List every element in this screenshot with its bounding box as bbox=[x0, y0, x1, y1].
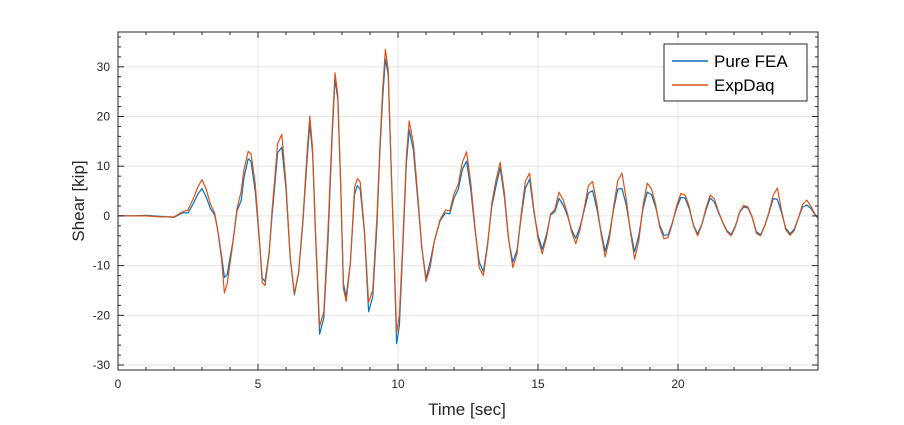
y-tick-label: -20 bbox=[93, 308, 111, 322]
legend-box bbox=[663, 43, 808, 102]
x-tick-label: 15 bbox=[531, 377, 545, 391]
y-tick-label: 20 bbox=[97, 110, 111, 124]
y-axis-label: Shear [kip] bbox=[69, 160, 88, 241]
y-tick-label: 30 bbox=[97, 60, 111, 74]
x-tick-label: 20 bbox=[671, 377, 685, 391]
x-tick-label: 5 bbox=[255, 377, 262, 391]
plot-frame bbox=[117, 31, 819, 371]
y-tick-label: -10 bbox=[93, 259, 111, 273]
y-tick-label: 0 bbox=[103, 209, 110, 223]
x-tick-label: 0 bbox=[115, 377, 122, 391]
legend-label-expdaq: ExpDaq bbox=[714, 76, 774, 95]
x-tick-label: 10 bbox=[391, 377, 405, 391]
y-tick-label: 10 bbox=[97, 159, 111, 173]
series-line-expdaq bbox=[118, 48, 819, 333]
legend-label-pure-fea: Pure FEA bbox=[714, 52, 788, 71]
y-tick-label: -30 bbox=[93, 358, 111, 372]
x-axis-label: Time [sec] bbox=[428, 400, 506, 419]
